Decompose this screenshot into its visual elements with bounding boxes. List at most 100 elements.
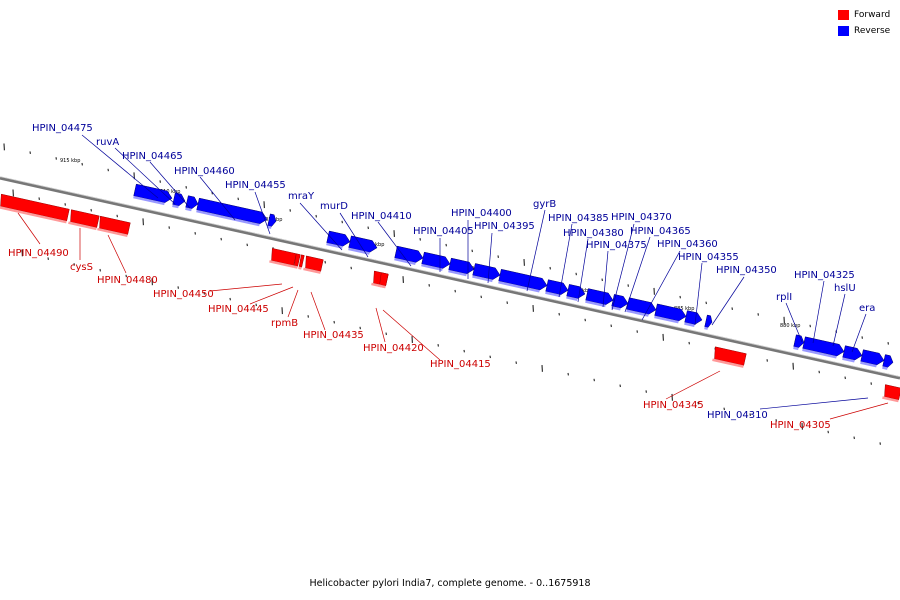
genome-axis bbox=[0, 176, 900, 380]
gene-hpin-04355[interactable] bbox=[684, 310, 703, 327]
gene-label-hpin-04455: HPIN_04455 bbox=[225, 180, 286, 191]
gene-leader-murd bbox=[339, 212, 369, 258]
gene-rpmb[interactable] bbox=[298, 254, 305, 270]
gene-hpin-04310[interactable] bbox=[882, 354, 894, 370]
gene-label-hpin-04480: HPIN_04480 bbox=[97, 275, 158, 286]
gene-leader-ruva bbox=[114, 147, 176, 205]
gene-label-hpin-04475: HPIN_04475 bbox=[32, 123, 93, 134]
legend: Forward Reverse bbox=[838, 8, 890, 40]
gene-label-era: era bbox=[859, 303, 875, 314]
gene-label-hpin-04445: HPIN_04445 bbox=[208, 304, 269, 315]
gene-hpin-04405[interactable] bbox=[421, 251, 451, 271]
gene-leader-hpin-04385 bbox=[558, 223, 573, 298]
gene-leader-hpin-04420 bbox=[375, 307, 386, 343]
gene-label-hpin-04460: HPIN_04460 bbox=[174, 166, 235, 177]
gene-leader-hpin-04345 bbox=[665, 370, 721, 400]
gene-leader-hslu bbox=[832, 293, 846, 347]
gene-hpin-04370[interactable] bbox=[611, 294, 629, 311]
gene-hpin-04385[interactable] bbox=[545, 279, 569, 298]
gene-era[interactable] bbox=[860, 349, 885, 368]
gene-hpin-04480[interactable] bbox=[97, 215, 131, 237]
gene-mray[interactable] bbox=[326, 230, 351, 249]
gene-hpin-04450[interactable] bbox=[269, 248, 297, 268]
gene-hpin-04475[interactable] bbox=[133, 183, 173, 206]
gene-leader-hpin-04355 bbox=[694, 262, 703, 326]
gene-label-cyss: cysS bbox=[70, 262, 93, 273]
gene-hpin-04325[interactable] bbox=[802, 336, 845, 359]
gene-label-hpin-04410: HPIN_04410 bbox=[351, 211, 412, 222]
gene-gyrb[interactable] bbox=[498, 268, 548, 293]
gene-label-hpin-04385: HPIN_04385 bbox=[548, 213, 609, 224]
gene-label-hpin-04405: HPIN_04405 bbox=[413, 226, 474, 237]
gene-hpin-04305[interactable] bbox=[882, 384, 900, 403]
legend-label-reverse: Reverse bbox=[854, 26, 891, 36]
gene-label-rpli: rplI bbox=[776, 292, 792, 303]
gene-hpin-04460[interactable] bbox=[196, 197, 268, 227]
gene-murd[interactable] bbox=[348, 235, 378, 255]
gene-hpin-04415[interactable] bbox=[378, 272, 389, 289]
legend-label-forward: Forward bbox=[854, 10, 891, 20]
gene-leader-hpin-04360 bbox=[641, 250, 681, 321]
gene-leader-hpin-04460 bbox=[199, 176, 236, 221]
reverse-swatch bbox=[838, 26, 849, 36]
gene-label-hpin-04435: HPIN_04435 bbox=[303, 330, 364, 341]
gene-label-hpin-04310: HPIN_04310 bbox=[707, 410, 768, 421]
gene-label-hpin-04415: HPIN_04415 bbox=[430, 359, 491, 370]
gene-label-hpin-04380: HPIN_04380 bbox=[563, 228, 624, 239]
gene-leader-hpin-04445 bbox=[249, 286, 294, 305]
gene-label-hpin-04450: HPIN_04450 bbox=[153, 289, 214, 300]
gene-hpin-04375[interactable] bbox=[585, 288, 614, 308]
gene-leader-hpin-04490 bbox=[17, 212, 41, 245]
gene-ruva[interactable] bbox=[172, 192, 186, 209]
gene-leader-era bbox=[851, 313, 867, 353]
gene-hpin-04345[interactable] bbox=[712, 346, 747, 368]
gene-leader-hpin-04480 bbox=[107, 234, 127, 274]
gene-hpin-04380[interactable] bbox=[566, 284, 586, 301]
gene-leader-hpin-04305 bbox=[829, 402, 889, 420]
gene-leader-hpin-04310 bbox=[759, 397, 869, 410]
gene-leader-hpin-04455 bbox=[254, 191, 271, 235]
kbp-label: 910 kbp bbox=[160, 189, 180, 195]
genome-axis-highlight bbox=[0, 176, 900, 377]
gene-hpin-04410[interactable] bbox=[394, 245, 424, 265]
gene-label-hpin-04400: HPIN_04400 bbox=[451, 208, 512, 219]
gene-label-rpmb: rpmB bbox=[271, 318, 298, 329]
gene-leader-hpin-04370 bbox=[611, 223, 635, 311]
gene-hpin-04360[interactable] bbox=[654, 303, 687, 324]
gene-label-hpin-04420: HPIN_04420 bbox=[363, 343, 424, 354]
gene-label-hslu: hslU bbox=[834, 283, 856, 294]
gene-label-hpin-04345: HPIN_04345 bbox=[643, 400, 704, 411]
gene-label-hpin-04325: HPIN_04325 bbox=[794, 270, 855, 281]
legend-item-forward: Forward bbox=[838, 8, 890, 22]
gene-label-gyrb: gyrB bbox=[533, 199, 556, 210]
gene-hpin-04395[interactable] bbox=[472, 263, 501, 283]
gene-rpli[interactable] bbox=[793, 334, 805, 351]
gene-leader-hpin-04415 bbox=[382, 309, 441, 361]
gene-hpin-04365[interactable] bbox=[626, 297, 657, 317]
gene-leader-gyrb bbox=[526, 209, 546, 292]
gene-leader-hpin-04465 bbox=[149, 161, 191, 209]
gene-hslu[interactable] bbox=[842, 345, 863, 363]
legend-item-reverse: Reverse bbox=[838, 24, 890, 38]
gene-hpin-04490[interactable] bbox=[0, 193, 70, 224]
gene-label-hpin-04365: HPIN_04365 bbox=[630, 226, 691, 237]
gene-leader-hpin-04410 bbox=[377, 221, 412, 267]
gene-hpin-04445[interactable] bbox=[293, 253, 301, 269]
gene-hpin-04400[interactable] bbox=[448, 257, 475, 277]
gene-label-hpin-04375: HPIN_04375 bbox=[586, 240, 647, 251]
gene-hpin-04435[interactable] bbox=[303, 255, 324, 274]
gene-label-hpin-04465: HPIN_04465 bbox=[122, 151, 183, 162]
gene-cyss[interactable] bbox=[68, 209, 100, 231]
gene-hpin-04465[interactable] bbox=[185, 195, 199, 212]
gene-leader-hpin-04365 bbox=[624, 236, 651, 313]
gene-leader-hpin-04475 bbox=[81, 134, 159, 199]
gene-leader-hpin-04395 bbox=[487, 232, 493, 284]
genome-caption: Helicobacter pylori India7, complete gen… bbox=[309, 578, 591, 589]
gene-hpin-04350[interactable] bbox=[704, 314, 713, 330]
gene-leader-hpin-04450 bbox=[209, 283, 283, 292]
kbp-label: 915 kbp bbox=[60, 158, 80, 164]
gene-label-ruva: ruvA bbox=[96, 137, 119, 148]
gene-label-murd: murD bbox=[320, 201, 348, 212]
forward-swatch bbox=[838, 10, 849, 20]
